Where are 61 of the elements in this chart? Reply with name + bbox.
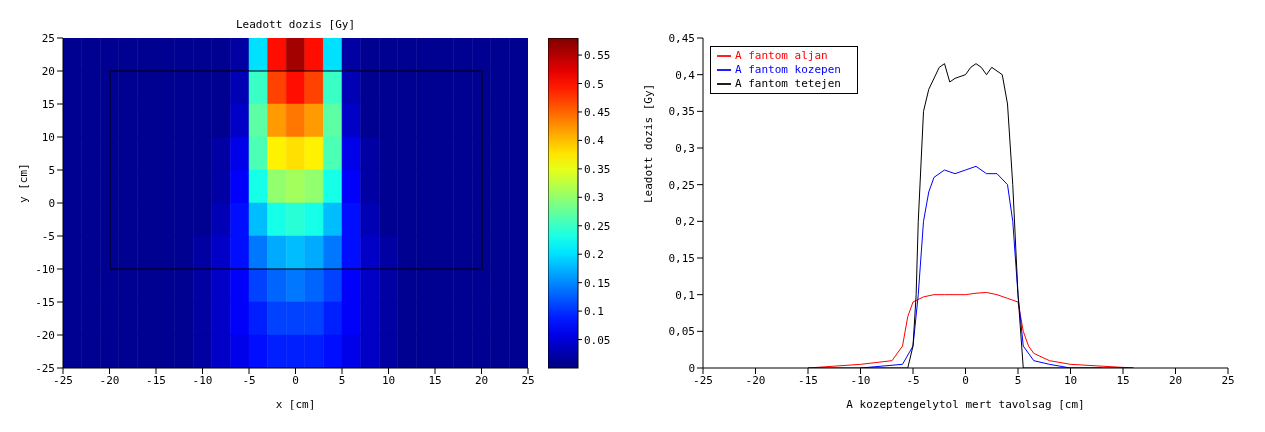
y-tick-label: 0,3: [675, 141, 695, 155]
legend-label: A fantom tetejen: [735, 77, 841, 90]
y-axis-title: Leadott dozis [Gy]: [641, 83, 655, 203]
y-tick-label: 25: [41, 31, 55, 45]
color-bar-label: 0.2: [584, 248, 604, 262]
x-tick-label: -25: [693, 373, 713, 387]
x-tick-label: 10: [1063, 373, 1078, 387]
x-tick-label: -15: [798, 373, 818, 387]
chart-title: Leadott dozis [Gy]: [234, 18, 357, 31]
y-tick-label: 20: [41, 64, 55, 78]
y-tick-label: 0,35: [668, 105, 695, 119]
color-bar-label: 0.05: [584, 333, 611, 347]
x-axis-title: x [cm]: [275, 398, 316, 411]
x-tick-label: 15: [428, 373, 442, 387]
color-bar-label: 0.4: [584, 134, 605, 148]
y-tick-label: 0,1: [675, 288, 695, 302]
y-tick-label: 0,45: [668, 31, 695, 45]
x-tick-label: 0: [962, 373, 969, 387]
y-tick-label: -15: [35, 295, 55, 309]
x-tick-label: -5: [906, 373, 920, 387]
x-tick-label: -10: [850, 373, 871, 387]
x-tick-label: -20: [745, 373, 766, 387]
x-tick-label: 15: [1116, 373, 1130, 387]
x-tick-label: 25: [1221, 373, 1235, 387]
color-bar-label: 0.1: [584, 305, 604, 319]
x-tick-label: -10: [192, 373, 213, 387]
x-tick-label: -15: [146, 373, 166, 387]
x-tick-label: 25: [521, 373, 535, 387]
color-bar-label: 0.3: [584, 191, 604, 205]
y-tick-label: 0,25: [668, 178, 695, 192]
y-tick-label: -20: [35, 328, 55, 342]
color-bar-label: 0.5: [584, 77, 604, 91]
x-tick-label: 0: [292, 373, 299, 387]
y-tick-label: -25: [35, 361, 55, 375]
y-tick-label: 0,2: [675, 215, 695, 229]
x-tick-label: 5: [338, 373, 346, 387]
color-bar-label: 0.35: [584, 162, 611, 176]
y-tick-label: 5: [48, 163, 55, 177]
x-tick-label: 20: [1168, 373, 1183, 387]
y-axis-title: y [cm]: [16, 163, 30, 203]
y-tick-label: 10: [41, 130, 55, 144]
color-bar-label: 0.55: [584, 49, 611, 63]
y-tick-label: -10: [35, 262, 55, 276]
color-bar-label: 0.45: [584, 105, 611, 119]
y-tick-label: 0,05: [668, 325, 695, 339]
y-tick-label: -5: [41, 229, 55, 243]
y-tick-label: 0,15: [668, 251, 695, 265]
color-bar-label: 0.25: [584, 219, 611, 233]
x-tick-label: 20: [474, 373, 489, 387]
y-tick-label: 15: [41, 97, 55, 111]
x-axis-title: A kozeptengelytol mert tavolsag [cm]: [846, 398, 1085, 411]
legend-label: A fantom kozepen: [735, 63, 841, 76]
x-tick-label: -5: [242, 373, 256, 387]
x-tick-label: 5: [1014, 373, 1022, 387]
y-tick-label: 0: [688, 361, 695, 375]
y-tick-label: 0,4: [675, 68, 696, 82]
legend-label: A fantom aljan: [735, 49, 828, 62]
color-bar-label: 0.15: [584, 276, 611, 290]
x-tick-label: 10: [381, 373, 396, 387]
y-tick-label: 0: [48, 196, 55, 210]
x-tick-label: -20: [99, 373, 120, 387]
